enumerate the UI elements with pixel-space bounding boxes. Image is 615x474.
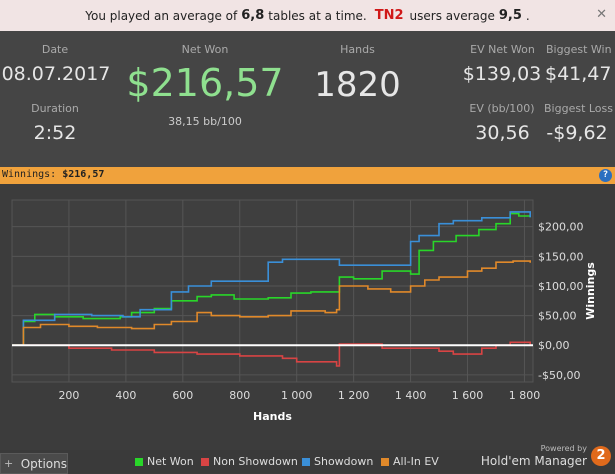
banner-text-1: You played an average of [85,8,238,23]
options-button[interactable]: + Options [0,453,68,474]
biggest-loss-value: -$9,62 [546,122,608,144]
x-tick-label: 1 800 [509,389,541,402]
biggest-win-label: Biggest Win [546,43,612,56]
bb-per-100-value: 38,15 bb/100 [168,115,242,128]
x-tick-label: 1 000 [281,389,313,402]
banner-text-2: tables at a time. [268,8,367,23]
legend-swatch-all-in-ev [381,457,389,466]
series-line-all-in-ev [12,260,531,346]
site-average-tables: 9,5 [498,8,522,23]
legend-swatch-showdown [302,457,310,466]
session-stats-panel: Date 08.07.2017 Duration 2:52 Net Won $2… [0,31,615,167]
series-line-showdown [12,211,531,346]
winnings-label: Winnings: [2,169,57,180]
brand-badge-icon: 2 [591,446,611,466]
legend-all-in-ev: All-In EV [381,455,439,468]
help-icon[interactable]: ? [599,169,612,182]
y-axis-label: Winnings [584,262,597,320]
legend-label-all-in-ev: All-In EV [393,455,439,468]
x-tick-label: 200 [58,389,79,402]
legend-swatch-non-showdown [201,457,209,466]
hands-label: Hands [340,43,375,56]
series-line-non-showdown [12,341,531,367]
net-won-value: $216,57 [126,61,284,105]
ev-bb-value: 30,56 [475,122,530,144]
hands-value: 1820 [314,65,401,105]
series-line-net-won [12,212,531,346]
y-tick-label: -$50,00 [538,369,580,382]
winnings-summary: Winnings: $216,57 [2,169,104,180]
banner-text-3: users average [409,8,495,23]
legend-net-won: Net Won [135,455,194,468]
winnings-bar: Winnings: $216,57 ? [0,167,615,184]
biggest-win-value: $41,47 [545,63,612,85]
legend-label-showdown: Showdown [314,455,374,468]
x-tick-label: 400 [115,389,136,402]
y-tick-label: $200,00 [538,221,584,234]
y-tick-label: $50,00 [538,310,577,323]
x-tick-label: 1 600 [452,389,484,402]
x-tick-label: 600 [172,389,193,402]
brand-logo: Powered by Hold'em Manager [481,444,587,468]
biggest-loss-label: Biggest Loss [544,102,614,115]
powered-by-text: Powered by [540,444,587,453]
brand-name: Hold'em Manager [480,454,587,468]
winnings-chart-area: -$50,00 $0,00 $50,00 $100,00 $150,00 $200,00 2… [0,184,615,450]
x-axis-label: Hands [253,410,292,423]
expand-icon: + [4,457,14,470]
x-tick-label: 1 400 [395,389,427,402]
ev-bb-label: EV (bb/100) [469,102,535,115]
duration-value: 2:52 [33,122,77,144]
average-tables-banner: You played an average of 6,8 tables at a… [0,0,615,31]
legend-label-non-showdown: Non Showdown [213,455,298,468]
x-tick-label: 800 [229,389,250,402]
y-tick-label: $0,00 [538,339,570,352]
footer: + Options Net Won Non Showdown Showdown … [0,444,615,474]
legend-swatch-net-won [135,457,143,466]
date-value: 08.07.2017 [1,63,111,85]
close-icon[interactable]: ✕ [596,7,607,22]
site-name: TN2 [374,8,404,23]
options-label: Options [20,456,67,471]
ev-net-won-label: EV Net Won [470,43,535,56]
x-tick-label: 1 200 [338,389,370,402]
legend-label-net-won: Net Won [147,455,194,468]
winnings-chart: -$50,00 $0,00 $50,00 $100,00 $150,00 $200,00 2… [11,199,597,423]
duration-label: Duration [31,102,79,115]
y-tick-label: $100,00 [538,280,584,293]
winnings-value: $216,57 [62,169,105,180]
ev-net-won-value: $139,03 [462,63,542,85]
y-tick-label: $150,00 [538,250,584,263]
date-label: Date [41,43,69,56]
legend-non-showdown: Non Showdown [201,455,298,468]
net-won-label: Net Won [181,43,229,56]
your-average-tables: 6,8 [241,8,265,23]
banner-text-4: . [525,8,530,23]
legend-showdown: Showdown [302,455,373,468]
